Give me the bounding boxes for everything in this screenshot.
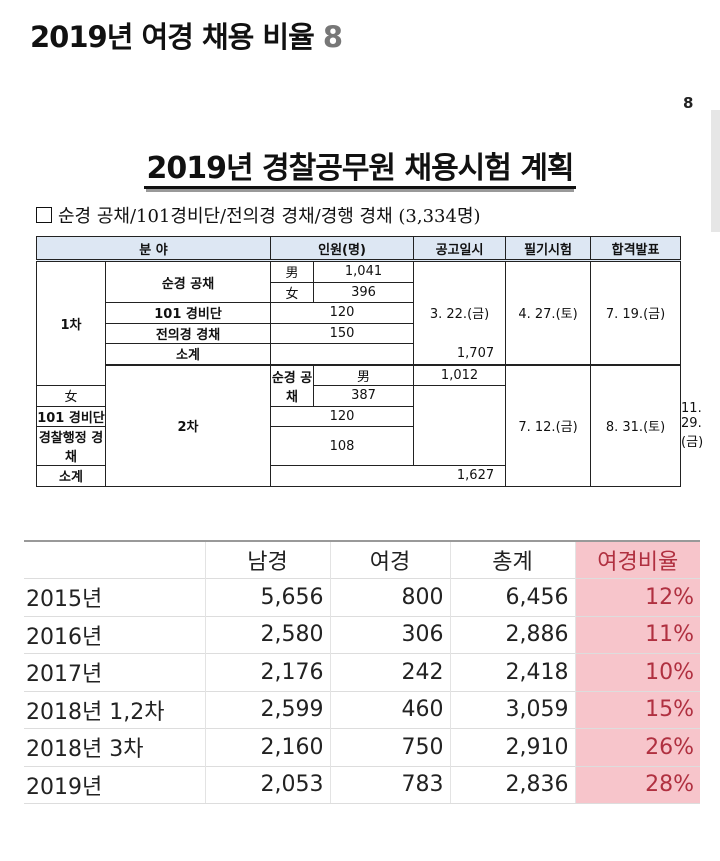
male-count: 2,580 [205,615,331,654]
comment-count[interactable]: 8 [322,20,343,54]
table-row: 경찰행정 경채 108 [36,426,681,466]
column-header: 여경 [330,540,451,579]
female-label: 女 [270,281,315,303]
post-title: 2019년 여경 채용 비율 8 [30,14,343,56]
table-row: 2018년 1,2차 2,599 460 3,059 15% [24,690,700,729]
plan-subtitle: 순경 공채/101경비단/전의경 경채/경행 경채 (3,334명) [36,202,481,228]
recruitment-plan-table: 분 야 인원(명) 공고일시 필기시험 합격발표 1차 순경 공채 男 1,041 3.… [35,236,703,487]
table-row: 101 경비단 120 [37,302,681,324]
field-count: 108 [270,426,415,466]
female-count: 783 [330,765,451,804]
male-count: 2,053 [205,765,331,804]
year-label: 2016년 [24,615,206,654]
year-label: 2018년 3차 [24,728,206,766]
post-title-text: 2019년 여경 채용 비율 [30,20,315,54]
column-header: 남경 [205,540,331,579]
female-count: 306 [330,615,451,654]
round-label: 1차 [36,259,106,386]
table-row: 2016년 2,580 306 2,886 11% [24,615,700,654]
header-exam: 필기시험 [505,236,592,262]
table-row: 2019년 2,053 783 2,836 28% [24,765,700,804]
female-count: 800 [330,578,451,616]
subtotal-label: 소계 [104,343,272,365]
year-label: 2015년 [24,578,206,616]
table-row: 2015년 5,656 800 6,456 12% [24,578,700,616]
checkbox-square-icon [36,207,52,223]
female-count: 387 [313,385,415,407]
female-count: 396 [313,281,415,303]
table-row: 2차 순경 공채 男 1,012 7. 12.(금) 8. 31.(토) 11. 29.(금… [36,363,703,487]
header-result: 합격발표 [590,236,682,262]
stats-header-row: 남경 여경 총계 여경비율 [24,540,700,579]
male-count: 5,656 [205,578,331,616]
field-label: 101 경비단 [36,405,106,427]
table-row: 2018년 3차 2,160 750 2,910 26% [24,728,700,766]
year-label: 2019년 [24,765,206,804]
year-label: 2017년 [24,653,206,691]
table-row: 女 396 [37,281,681,303]
subtotal-label: 소계 [36,465,106,487]
total-count: 2,836 [450,765,576,804]
field-label: 전의경 경채 [104,322,272,344]
plan-title: 2019년 경찰공무원 채용시험 계획 [0,143,720,189]
total-count: 6,456 [450,578,576,616]
field-label: 경찰행정 경채 [36,426,106,466]
plan-title-text: 2019년 경찰공무원 채용시험 계획 [144,151,576,189]
female-officer-ratio-table: 남경 여경 총계 여경비율 2015년 5,656 800 6,456 12% 2016년 2,58… [24,540,700,804]
subtotal-value: 1,707 [270,343,682,365]
column-header [24,540,206,579]
male-count: 2,160 [205,728,331,766]
total-count: 2,418 [450,653,576,691]
male-count: 1,041 [313,259,415,283]
table-row: 1차 순경 공채 男 1,041 3. 22.(금) 4. 27.(토) 7. 19.(금) [36,259,682,386]
subtotal-row: 소계 1,627 [36,465,682,487]
male-count: 2,599 [205,690,331,729]
female-ratio: 26% [575,728,700,766]
field-label: 순경 공채 [270,363,315,407]
round-label: 2차 [104,363,272,487]
field-count: 120 [270,302,415,324]
scrollbar[interactable] [711,110,720,232]
female-ratio: 15% [575,690,700,729]
column-header: 여경비율 [575,540,700,579]
total-count: 3,059 [450,690,576,729]
year-label: 2018년 1,2차 [24,690,206,729]
female-count: 460 [330,690,451,729]
header-notice: 공고일시 [413,236,507,262]
male-label: 男 [313,363,415,386]
table-row: 2017년 2,176 242 2,418 10% [24,653,700,691]
female-ratio: 12% [575,578,700,616]
female-ratio: 11% [575,615,700,654]
table-header-row: 분 야 인원(명) 공고일시 필기시험 합격발표 [35,236,682,262]
male-count: 2,176 [205,653,331,691]
subtotal-row: 소계 1,707 [37,343,682,365]
female-ratio: 28% [575,765,700,804]
female-count: 242 [330,653,451,691]
female-label: 女 [36,385,106,407]
field-label: 순경 공채 [104,259,272,303]
header-count: 인원(명) [270,236,415,262]
column-header: 총계 [450,540,576,579]
field-count: 150 [270,322,415,344]
subtotal-value: 1,627 [270,465,682,487]
total-count: 2,886 [450,615,576,654]
male-label: 男 [270,259,315,283]
plan-subtitle-text: 순경 공채/101경비단/전의경 경채/경행 경채 (3,334명) [58,206,481,227]
male-count: 1,012 [413,363,507,386]
total-count: 2,910 [450,728,576,766]
field-count: 120 [270,405,415,427]
field-label: 101 경비단 [104,302,272,324]
header-field: 분 야 [35,236,272,262]
female-ratio: 10% [575,653,700,691]
female-count: 750 [330,728,451,766]
page-number: 8 [683,94,694,112]
